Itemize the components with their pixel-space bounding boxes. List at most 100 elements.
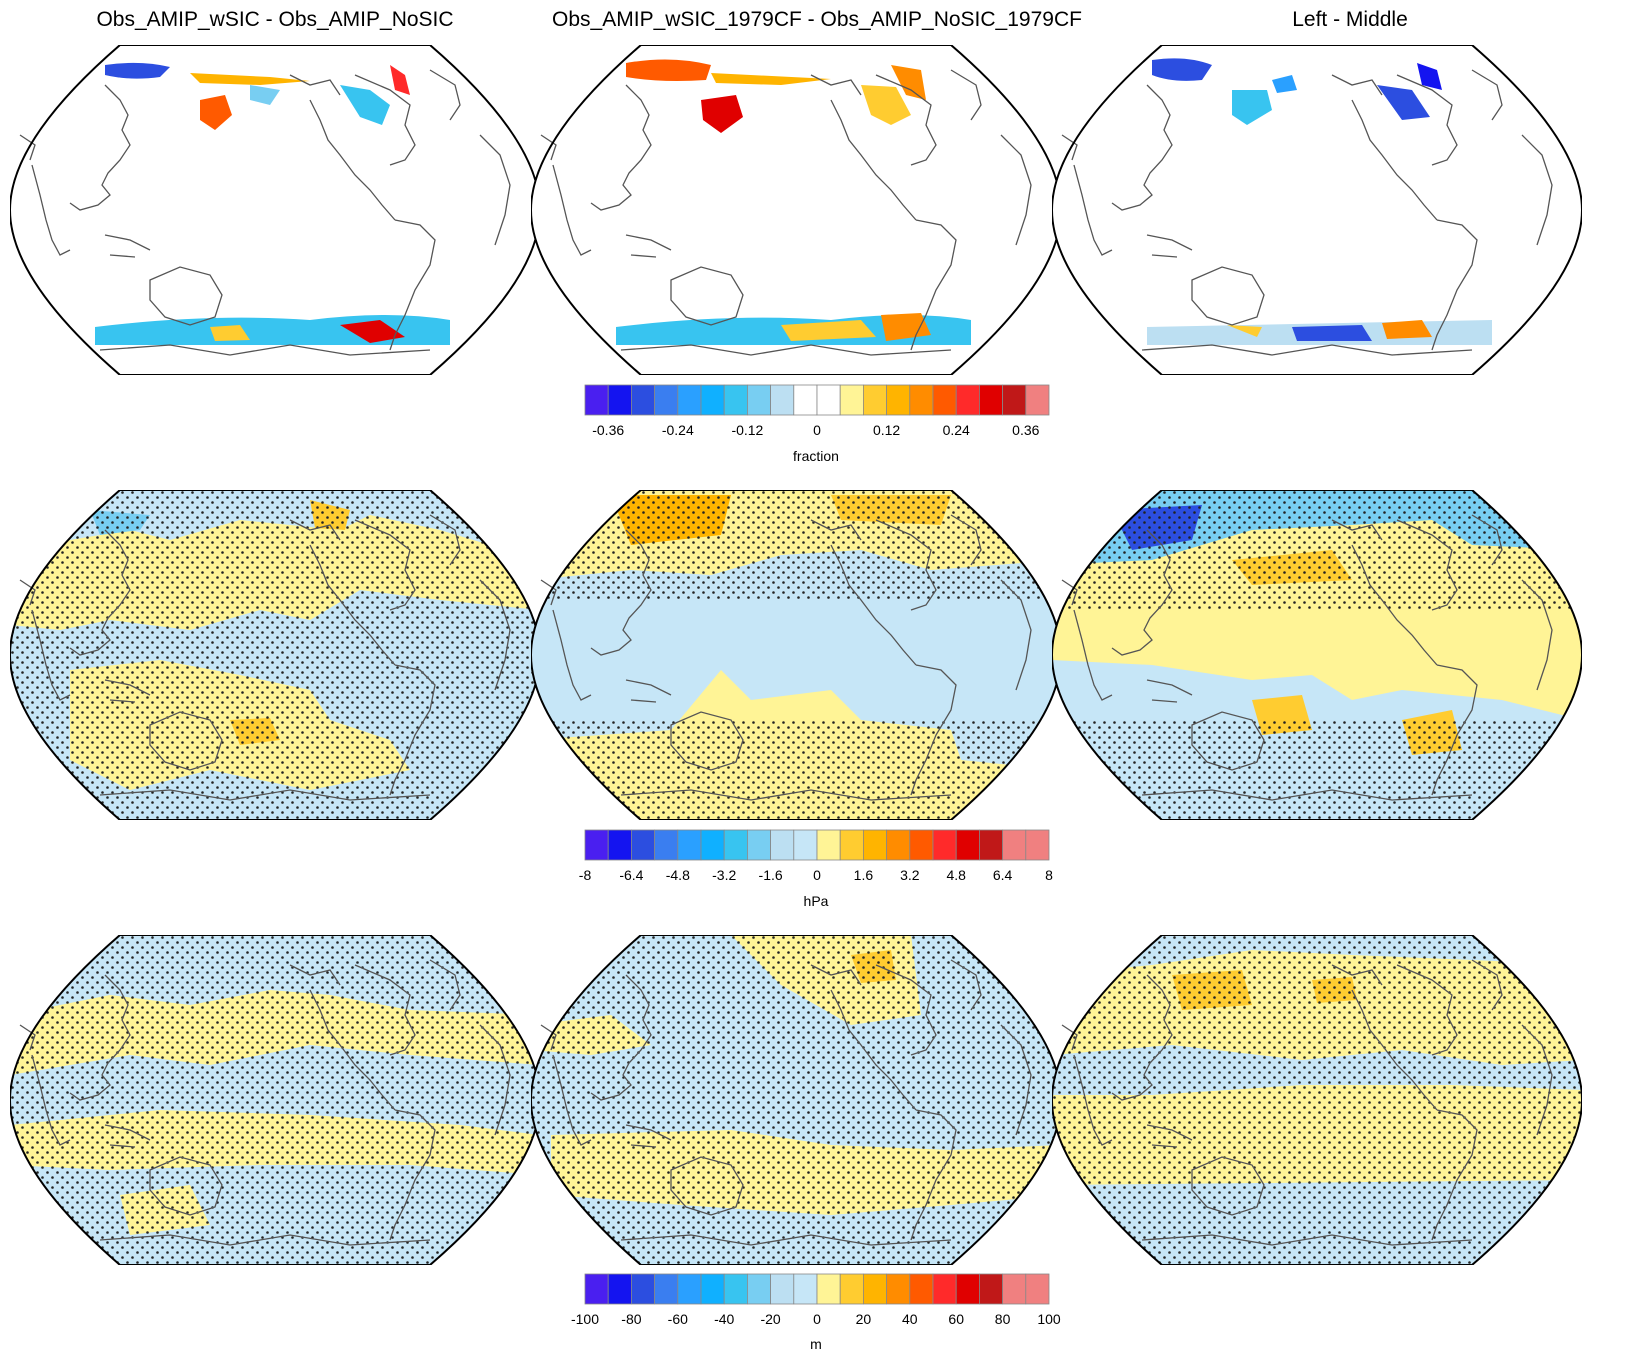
colorbar-tick-label: -0.12: [731, 422, 763, 438]
colorbar-swatch: [631, 829, 656, 861]
colorbar-swatch: [723, 1273, 748, 1305]
colorbar-swatch: [978, 1273, 1003, 1305]
colorbar-swatch: [816, 829, 841, 861]
colorbar-tick-label: -100: [571, 1311, 599, 1327]
colorbar-swatch: [700, 384, 725, 416]
colorbar-swatch: [770, 1273, 795, 1305]
colorbar-swatch: [723, 384, 748, 416]
colorbar-swatch: [816, 384, 841, 416]
colorbar-tick-label: 1.6: [854, 867, 874, 883]
colorbar-swatch: [909, 1273, 934, 1305]
colorbar-swatch: [816, 1273, 841, 1305]
colorbar-m-unit: m: [810, 1336, 822, 1352]
map-height-right: [1052, 935, 1582, 1265]
colorbar-swatch: [746, 1273, 771, 1305]
colorbar-swatch: [839, 384, 864, 416]
colorbar-tick-label: 6.4: [993, 867, 1013, 883]
colorbar-swatch: [793, 1273, 818, 1305]
colorbar-swatch: [932, 829, 957, 861]
colorbar-swatch: [677, 829, 702, 861]
colorbar-swatch: [677, 384, 702, 416]
colorbar-swatch: [793, 829, 818, 861]
colorbar-swatch: [1025, 829, 1050, 861]
colorbar-tick-label: 20: [856, 1311, 872, 1327]
colorbar-tick-label: 0.36: [1012, 422, 1039, 438]
colorbar-swatch: [1025, 384, 1050, 416]
colorbar-swatch: [862, 384, 887, 416]
title-left: Obs_AMIP_wSIC - Obs_AMIP_NoSIC: [96, 8, 454, 31]
colorbar-swatch: [955, 829, 980, 861]
colorbar-hpa: -8 -6.4 -4.8 -3.2 -1.6 0 1.6 3.2 4.8 6.4 8: [579, 829, 1053, 883]
colorbar-swatch: [886, 829, 911, 861]
map-slp-left: [10, 490, 540, 820]
colorbar-swatch: [955, 384, 980, 416]
colorbar-swatch: [1002, 1273, 1027, 1305]
colorbar-tick-label: -0.24: [662, 422, 694, 438]
map-seaice-left: [10, 45, 540, 375]
colorbar-swatch: [862, 829, 887, 861]
colorbar-tick-label: -3.2: [712, 867, 736, 883]
map-seaice-right: [1052, 45, 1582, 375]
colorbar-tick-label: 0: [813, 867, 821, 883]
colorbar-tick-label: -6.4: [619, 867, 643, 883]
colorbar-swatch: [793, 384, 818, 416]
map-seaice-middle: [531, 45, 1061, 375]
title-right: Left - Middle: [1292, 8, 1408, 31]
colorbar-swatch: [770, 384, 795, 416]
colorbar-swatch: [746, 829, 771, 861]
colorbar-tick-label: -40: [714, 1311, 734, 1327]
colorbar-swatch: [700, 1273, 725, 1305]
colorbar-swatch: [677, 1273, 702, 1305]
colorbar-swatch: [654, 1273, 679, 1305]
colorbar-tick-label: 80: [995, 1311, 1011, 1327]
map-height-middle: [531, 935, 1061, 1265]
colorbar-tick-label: -4.8: [666, 867, 690, 883]
colorbar-tick-label: 100: [1037, 1311, 1061, 1327]
colorbar-tick-label: 8: [1045, 867, 1053, 883]
colorbar-swatch: [770, 829, 795, 861]
colorbar-swatch: [654, 829, 679, 861]
colorbar-tick-label: 0: [813, 1311, 821, 1327]
colorbar-swatch: [584, 1273, 609, 1305]
title-middle: Obs_AMIP_wSIC_1979CF - Obs_AMIP_NoSIC_19…: [552, 8, 1082, 31]
map-slp-right: [1052, 490, 1582, 820]
colorbar-tick-label: -8: [579, 867, 592, 883]
colorbar-swatch: [978, 384, 1003, 416]
colorbar-swatch: [631, 1273, 656, 1305]
map-slp-middle: [531, 490, 1061, 820]
colorbar-swatch: [886, 384, 911, 416]
colorbar-swatch: [746, 384, 771, 416]
colorbar-swatch: [584, 829, 609, 861]
colorbar-tick-label: 0: [813, 422, 821, 438]
colorbar-swatch: [955, 1273, 980, 1305]
colorbar-swatch: [607, 1273, 632, 1305]
colorbar-tick-label: -60: [668, 1311, 688, 1327]
colorbar-swatch: [839, 829, 864, 861]
colorbar-tick-label: 40: [902, 1311, 918, 1327]
colorbar-swatch: [607, 384, 632, 416]
colorbar-swatch: [932, 384, 957, 416]
map-height-left: [10, 935, 540, 1265]
colorbar-swatch: [862, 1273, 887, 1305]
colorbar-tick-label: 0.24: [943, 422, 970, 438]
colorbar-m: -100 -80 -60 -40 -20 0 20 40 60 80 100: [571, 1273, 1061, 1327]
colorbar-swatch: [909, 829, 934, 861]
colorbar-tick-label: -1.6: [759, 867, 783, 883]
colorbar-swatch: [584, 384, 609, 416]
colorbar-hpa-unit: hPa: [803, 893, 829, 909]
colorbar-tick-label: 0.12: [873, 422, 900, 438]
colorbar-swatch: [631, 384, 656, 416]
colorbar-fraction: -0.36 -0.24 -0.12 0 0.12 0.24 0.36: [584, 384, 1050, 438]
colorbar-tick-label: -80: [621, 1311, 641, 1327]
colorbar-swatch: [978, 829, 1003, 861]
colorbar-fraction-unit: fraction: [793, 448, 839, 464]
colorbar-swatch: [839, 1273, 864, 1305]
colorbar-swatch: [886, 1273, 911, 1305]
colorbar-tick-label: -0.36: [592, 422, 624, 438]
colorbar-tick-label: 3.2: [900, 867, 920, 883]
colorbar-tick-label: -20: [760, 1311, 780, 1327]
colorbar-swatch: [654, 384, 679, 416]
colorbar-swatch: [700, 829, 725, 861]
colorbar-swatch: [607, 829, 632, 861]
colorbar-swatch: [909, 384, 934, 416]
